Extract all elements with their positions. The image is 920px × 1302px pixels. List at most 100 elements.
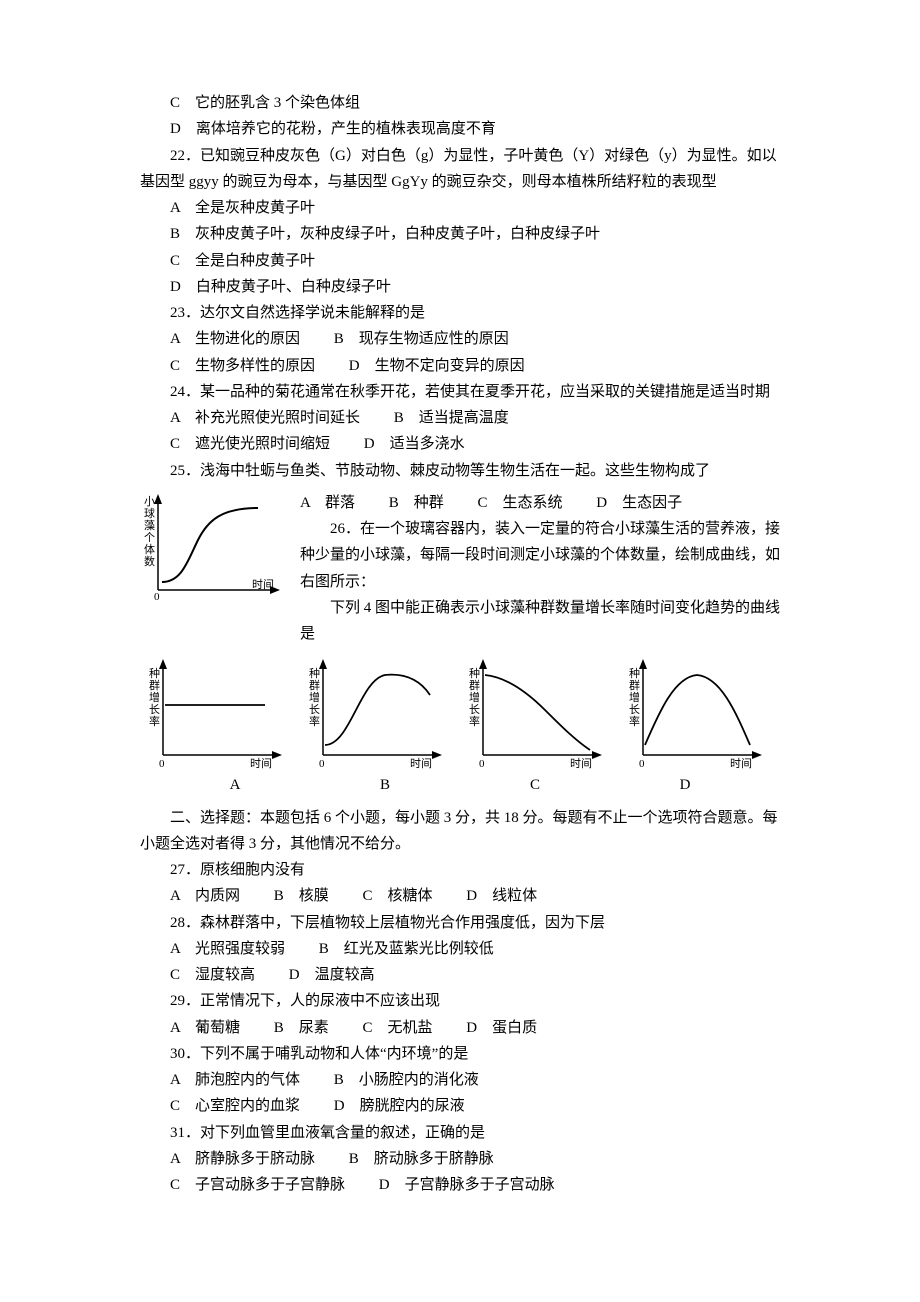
svg-text:率: 率 bbox=[629, 714, 640, 728]
svg-text:长: 长 bbox=[469, 703, 480, 716]
svg-text:长: 长 bbox=[149, 703, 160, 716]
q26-stem1: 26．在一个玻璃容器内，装入一定量的符合小球藻生活的营养液，接种少量的小球藻，每… bbox=[300, 516, 780, 595]
svg-text:增: 增 bbox=[309, 690, 320, 704]
svg-text:种: 种 bbox=[309, 666, 320, 680]
svg-text:时间: 时间 bbox=[570, 757, 592, 770]
q28-option-d: D 温度较高 bbox=[289, 962, 375, 988]
q25-stem: 25．浅海中牡蛎与鱼类、节肢动物、棘皮动物等生物生活在一起。这些生物构成了 bbox=[140, 458, 780, 484]
chart-c-y-arrow-icon bbox=[479, 659, 487, 669]
q26-chart-labels: A B C D bbox=[160, 772, 760, 798]
svg-text:时间: 时间 bbox=[250, 757, 272, 770]
q29-option-d: D 蛋白质 bbox=[466, 1015, 537, 1041]
svg-text:0: 0 bbox=[159, 758, 165, 770]
q29-options-row: A 葡萄糖 B 尿素 C 无机盐 D 蛋白质 bbox=[140, 1015, 780, 1041]
q31-stem: 31．对下列血管里血液氧含量的叙述，正确的是 bbox=[140, 1120, 780, 1146]
logistic-origin: 0 bbox=[154, 591, 160, 600]
q31-option-d: D 子宫静脉多于子宫动脉 bbox=[379, 1172, 555, 1198]
q25-option-a: A 群落 bbox=[300, 490, 355, 516]
q25-option-d: D 生态因子 bbox=[596, 490, 682, 516]
section-2-header: 二、选择题：本题包括 6 个小题，每小题 3 分，共 18 分。每题有不止一个选… bbox=[140, 805, 780, 858]
logistic-ylabel-6: 数 bbox=[144, 555, 155, 568]
svg-text:时间: 时间 bbox=[730, 757, 752, 770]
q29-option-b: B 尿素 bbox=[274, 1015, 329, 1041]
q27-stem: 27．原核细胞内没有 bbox=[140, 857, 780, 883]
svg-text:0: 0 bbox=[319, 758, 325, 770]
q26-chart-a: 种 群 增 长 率 0 时间 bbox=[140, 655, 300, 770]
q23-option-c: C 生物多样性的原因 bbox=[170, 353, 315, 379]
q26-label-c: C bbox=[460, 772, 610, 798]
q26-label-b: B bbox=[310, 772, 460, 798]
q26-charts-row: 种 群 增 长 率 0 时间 种 群 增 长 率 0 时间 bbox=[140, 655, 780, 770]
q26-label-a: A bbox=[160, 772, 310, 798]
q23-stem: 23．达尔文自然选择学说未能解释的是 bbox=[140, 300, 780, 326]
q26-chart-b: 种 群 增 长 率 0 时间 bbox=[300, 655, 460, 770]
q31-option-c: C 子宫动脉多于子宫静脉 bbox=[170, 1172, 345, 1198]
q24-option-d: D 适当多浇水 bbox=[364, 431, 465, 457]
q29-option-c: C 无机盐 bbox=[363, 1015, 433, 1041]
chart-b-curve bbox=[325, 675, 430, 745]
q31-option-a: A 脐静脉多于脐动脉 bbox=[170, 1146, 315, 1172]
logistic-y-arrow-icon bbox=[154, 494, 162, 504]
q28-option-b: B 红光及蓝紫光比例较低 bbox=[319, 936, 494, 962]
q23-option-b: B 现存生物适应性的原因 bbox=[334, 326, 509, 352]
q30-row-cd: C 心室腔内的血浆 D 膀胱腔内的尿液 bbox=[140, 1093, 780, 1119]
svg-text:增: 增 bbox=[469, 690, 480, 704]
logistic-chart: 小 球 藻 个 体 数 0 时间 bbox=[140, 490, 290, 600]
q25-option-b: B 种群 bbox=[389, 490, 444, 516]
logistic-curve bbox=[162, 508, 258, 582]
q29-option-a: A 葡萄糖 bbox=[170, 1015, 240, 1041]
svg-text:0: 0 bbox=[639, 758, 645, 770]
q22-option-d: D 白种皮黄子叶、白种皮绿子叶 bbox=[140, 274, 780, 300]
q28-row-cd: C 湿度较高 D 温度较高 bbox=[140, 962, 780, 988]
chart-b-y-arrow-icon bbox=[319, 659, 327, 669]
q26-label-d: D bbox=[610, 772, 760, 798]
svg-text:种: 种 bbox=[469, 666, 480, 680]
chart-d-y-arrow-icon bbox=[639, 659, 647, 669]
svg-text:增: 增 bbox=[149, 690, 160, 704]
q30-stem: 30．下列不属于哺乳动物和人体“内环境”的是 bbox=[140, 1041, 780, 1067]
q30-option-d: D 膀胱腔内的尿液 bbox=[334, 1093, 465, 1119]
page-container: C 它的胚乳含 3 个染色体组 D 离体培养它的花粉，产生的植株表现高度不育 2… bbox=[0, 0, 920, 1302]
svg-text:种: 种 bbox=[629, 666, 640, 680]
svg-text:种: 种 bbox=[149, 666, 160, 680]
q22-stem: 22．已知豌豆种皮灰色（G）对白色（g）为显性，子叶黄色（Y）对绿色（y）为显性… bbox=[140, 143, 780, 196]
q25-options-row: A 群落 B 种群 C 生态系统 D 生态因子 bbox=[300, 490, 780, 516]
logistic-xlabel: 时间 bbox=[252, 578, 274, 591]
svg-text:群: 群 bbox=[149, 678, 160, 692]
svg-text:群: 群 bbox=[629, 678, 640, 692]
q30-option-a: A 肺泡腔内的气体 bbox=[170, 1067, 300, 1093]
svg-text:率: 率 bbox=[309, 714, 320, 728]
q23-option-a: A 生物进化的原因 bbox=[170, 326, 300, 352]
q22-option-a: A 全是灰种皮黄子叶 bbox=[140, 195, 780, 221]
q23-row-cd: C 生物多样性的原因 D 生物不定向变异的原因 bbox=[140, 353, 780, 379]
q30-row-ab: A 肺泡腔内的气体 B 小肠腔内的消化液 bbox=[140, 1067, 780, 1093]
q21-option-d: D 离体培养它的花粉，产生的植株表现高度不育 bbox=[140, 116, 780, 142]
svg-text:时间: 时间 bbox=[410, 757, 432, 770]
chart-b-x-arrow-icon bbox=[432, 751, 442, 759]
q24-row-cd: C 遮光使光照时间缩短 D 适当多浇水 bbox=[140, 431, 780, 457]
chart-a-x-arrow-icon bbox=[272, 751, 282, 759]
q26-layout: 小 球 藻 个 体 数 0 时间 A 群落 B 种群 C 生态系统 D 生态因子… bbox=[140, 490, 780, 648]
q31-row-cd: C 子宫动脉多于子宫静脉 D 子宫静脉多于子宫动脉 bbox=[140, 1172, 780, 1198]
svg-text:群: 群 bbox=[309, 678, 320, 692]
chart-a-y-arrow-icon bbox=[159, 659, 167, 669]
svg-text:率: 率 bbox=[149, 714, 160, 728]
svg-text:群: 群 bbox=[469, 678, 480, 692]
q27-option-d: D 线粒体 bbox=[466, 883, 537, 909]
q24-option-a: A 补充光照使光照时间延长 bbox=[170, 405, 360, 431]
q31-option-b: B 脐动脉多于脐静脉 bbox=[349, 1146, 494, 1172]
q26-stem2: 下列 4 图中能正确表示小球藻种群数量增长率随时间变化趋势的曲线是 bbox=[300, 595, 780, 648]
q22-option-c: C 全是白种皮黄子叶 bbox=[140, 248, 780, 274]
q31-row-ab: A 脐静脉多于脐动脉 B 脐动脉多于脐静脉 bbox=[140, 1146, 780, 1172]
q22-option-b: B 灰种皮黄子叶，灰种皮绿子叶，白种皮黄子叶，白种皮绿子叶 bbox=[140, 221, 780, 247]
q27-option-a: A 内质网 bbox=[170, 883, 240, 909]
svg-text:率: 率 bbox=[469, 714, 480, 728]
svg-text:增: 增 bbox=[629, 690, 640, 704]
q24-stem: 24．某一品种的菊花通常在秋季开花，若使其在夏季开花，应当采取的关键措施是适当时… bbox=[140, 379, 780, 405]
q23-option-d: D 生物不定向变异的原因 bbox=[349, 353, 525, 379]
q25-option-c: C 生态系统 bbox=[478, 490, 563, 516]
q26-text-block: A 群落 B 种群 C 生态系统 D 生态因子 26．在一个玻璃容器内，装入一定… bbox=[300, 490, 780, 648]
logistic-ylabel-5: 体 bbox=[144, 542, 155, 556]
q27-option-c: C 核糖体 bbox=[363, 883, 433, 909]
q21-option-c: C 它的胚乳含 3 个染色体组 bbox=[140, 90, 780, 116]
